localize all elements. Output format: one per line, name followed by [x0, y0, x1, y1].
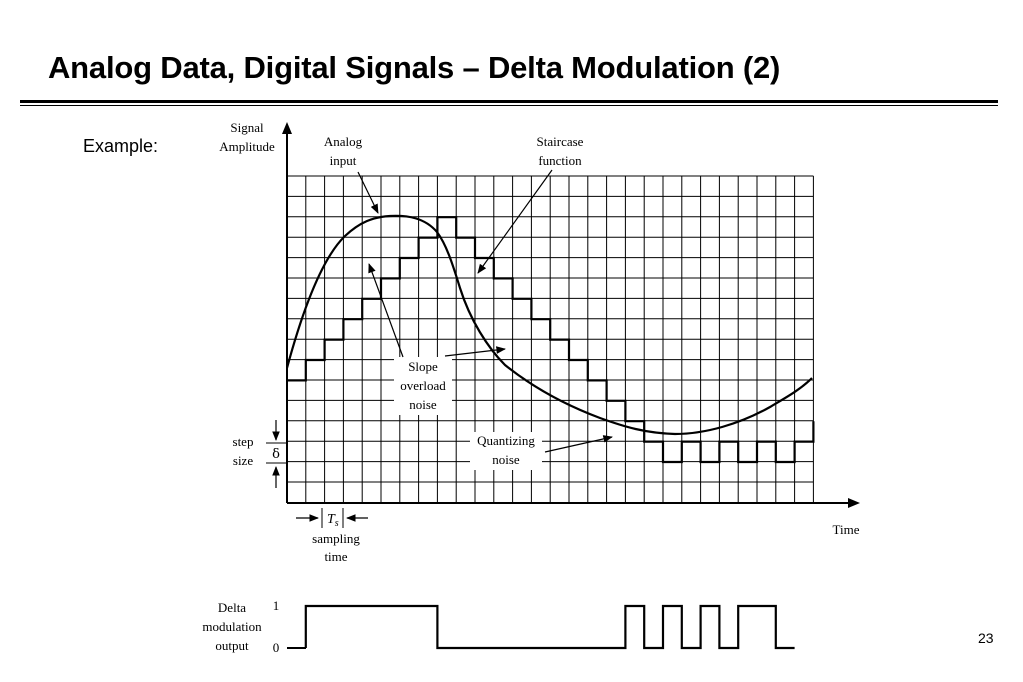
example-label: Example:	[83, 136, 159, 156]
analog-input-curve	[285, 214, 813, 436]
step-size-label-line1: step	[233, 434, 254, 449]
page-number: 23	[978, 630, 994, 646]
analog-input-arrow	[357, 171, 379, 214]
y-axis-label-line1: Signal	[230, 120, 264, 135]
slope-overload-label-line3: noise	[409, 397, 437, 412]
output-label-line1: Delta	[218, 600, 246, 615]
delta-modulation-output-wave	[304, 604, 795, 650]
quantizing-label-bg	[470, 432, 542, 470]
slope-overload-arrow-right	[444, 346, 506, 357]
staircase-function	[287, 216, 815, 464]
slope-overload-arrow-left	[368, 263, 404, 358]
step-size-label-line2: size	[233, 453, 253, 468]
grid	[287, 175, 814, 503]
sampling-label-line1: sampling	[312, 531, 360, 546]
staircase-label-line2: function	[538, 153, 582, 168]
staircase-arrow	[477, 169, 553, 274]
title-rule-thin	[20, 105, 998, 106]
x-axis-label: Time	[833, 522, 860, 537]
y-axis-label-line2: Amplitude	[219, 139, 275, 154]
delta-symbol: δ	[272, 447, 280, 462]
slope-overload-label-bg	[394, 357, 452, 415]
slope-overload-label-line2: overload	[400, 378, 446, 393]
output-level-high: 1	[273, 598, 280, 613]
title-rule	[20, 100, 998, 103]
slope-overload-label-line1: Slope	[408, 359, 438, 374]
sampling-label-line2: time	[324, 549, 347, 564]
output-label-line2: modulation	[202, 619, 262, 634]
analog-input-label-line2: input	[330, 153, 357, 168]
slide-title: Analog Data, Digital Signals – Delta Mod…	[48, 50, 781, 85]
quantizing-label-line2: noise	[492, 452, 520, 467]
quantizing-arrow	[544, 435, 613, 453]
output-level-low: 0	[273, 640, 280, 655]
staircase-label-line1: Staircase	[537, 134, 584, 149]
x-axis-arrowhead	[848, 498, 860, 508]
analog-input-label-line1: Analog	[324, 134, 363, 149]
y-axis-arrowhead	[282, 122, 292, 134]
output-label-line3: output	[215, 638, 249, 653]
sampling-symbol: Ts	[327, 512, 339, 529]
quantizing-label-line1: Quantizing	[477, 433, 535, 448]
